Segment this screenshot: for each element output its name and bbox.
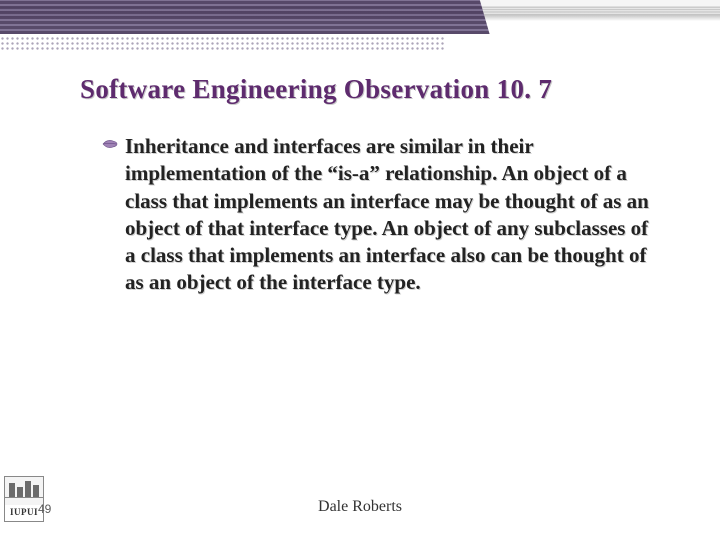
author-name: Dale Roberts: [318, 498, 402, 516]
leaf-bullet-icon: [102, 139, 118, 149]
decorative-banner: [0, 0, 720, 60]
slide-footer: IUPUI 49 Dale Roberts: [0, 476, 720, 524]
body-text: Inheritance and interfaces are similar i…: [125, 133, 650, 297]
slide-title: Software Engineering Observation 10. 7: [0, 60, 720, 105]
banner-dots: [0, 36, 446, 50]
page-number: 49: [38, 502, 51, 516]
slide-body: Inheritance and interfaces are similar i…: [0, 105, 720, 297]
logo-graphic: [5, 477, 43, 505]
